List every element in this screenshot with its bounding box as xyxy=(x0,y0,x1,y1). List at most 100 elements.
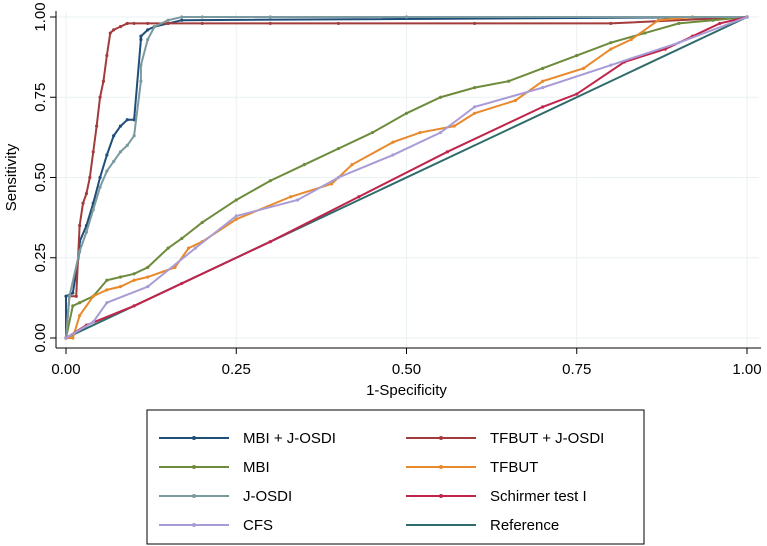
x-tick-label: 0.00 xyxy=(51,361,80,378)
data-point xyxy=(180,18,184,22)
data-point xyxy=(350,163,354,167)
data-point xyxy=(268,240,272,244)
data-point xyxy=(118,124,123,128)
data-point xyxy=(146,265,150,269)
legend-label: CFS xyxy=(243,517,273,534)
data-point xyxy=(541,86,545,90)
legend-item-cfs: CFS xyxy=(159,517,273,534)
data-point xyxy=(268,15,272,19)
data-point xyxy=(541,66,545,70)
legend-item-reference: Reference xyxy=(406,517,559,534)
legend-label: TFBUT xyxy=(490,459,538,476)
data-point xyxy=(186,246,191,250)
data-point xyxy=(200,220,204,225)
data-point xyxy=(118,150,123,154)
data-point xyxy=(78,224,82,228)
data-point xyxy=(98,95,102,99)
data-point xyxy=(78,249,82,253)
data-point xyxy=(98,175,102,180)
data-point xyxy=(575,53,579,58)
data-point xyxy=(329,182,334,186)
x-axis-title: 1-Specificity xyxy=(366,382,447,399)
data-point xyxy=(105,53,109,58)
data-point xyxy=(370,130,375,135)
y-tick-label: 0.00 xyxy=(32,323,49,352)
data-point xyxy=(745,15,749,19)
data-point xyxy=(445,150,449,154)
data-point xyxy=(139,79,143,83)
data-point xyxy=(132,278,136,282)
data-point xyxy=(146,285,150,289)
legend-marker xyxy=(192,436,196,440)
legend-marker xyxy=(192,523,196,527)
data-point xyxy=(438,95,443,99)
data-point xyxy=(581,66,586,70)
legend-item-tfbut-j-osdi: TFBUT + J-OSDI xyxy=(406,430,604,447)
data-point xyxy=(656,18,661,22)
legend-label: MBI + J-OSDI xyxy=(243,430,336,447)
data-point xyxy=(391,140,395,144)
legend-marker xyxy=(439,465,443,469)
data-point xyxy=(112,28,116,32)
data-point xyxy=(302,163,306,167)
legend-label: TFBUT + J-OSDI xyxy=(490,430,604,447)
data-point xyxy=(78,301,82,305)
data-point xyxy=(541,79,545,83)
legend-marker xyxy=(439,494,443,498)
data-point xyxy=(609,21,613,26)
series-layer xyxy=(64,15,749,340)
data-point xyxy=(718,21,722,26)
data-point xyxy=(132,272,136,276)
data-point xyxy=(507,79,511,83)
data-point xyxy=(95,124,99,128)
data-point xyxy=(152,25,157,29)
data-point xyxy=(64,336,68,340)
data-point xyxy=(125,143,129,147)
data-point xyxy=(108,31,112,35)
data-point xyxy=(473,111,477,115)
data-point xyxy=(711,18,715,22)
legend-item-schirmer-test-i: Schirmer test I xyxy=(406,488,587,505)
data-point xyxy=(452,124,456,128)
y-axis-title: Sensitivity xyxy=(3,143,20,211)
data-point xyxy=(609,63,613,67)
data-point xyxy=(84,230,89,234)
x-tick-label: 0.50 xyxy=(392,361,421,378)
data-point xyxy=(125,118,129,122)
data-point xyxy=(438,130,443,135)
data-point xyxy=(98,185,102,189)
data-point xyxy=(118,275,123,279)
legend-marker xyxy=(192,465,196,469)
data-point xyxy=(234,217,238,221)
x-tick-label: 0.25 xyxy=(222,361,251,378)
data-point xyxy=(173,265,177,269)
data-point xyxy=(118,285,123,289)
legend-label: MBI xyxy=(243,459,270,476)
data-point xyxy=(132,21,136,26)
data-point xyxy=(105,301,109,305)
data-point xyxy=(513,98,518,103)
data-point xyxy=(643,31,647,35)
legend-label: Reference xyxy=(490,517,559,534)
series-cfs xyxy=(64,15,749,340)
data-point xyxy=(336,147,340,151)
y-tick-label: 1.00 xyxy=(32,2,49,31)
data-point xyxy=(404,15,409,19)
data-point xyxy=(268,21,272,26)
data-point xyxy=(125,21,129,26)
data-point xyxy=(71,291,75,295)
data-point xyxy=(473,86,477,90)
x-tick-label: 1.00 xyxy=(732,361,761,378)
data-point xyxy=(132,118,136,122)
data-point xyxy=(200,21,204,26)
legend-label: Schirmer test I xyxy=(490,488,587,505)
data-point xyxy=(88,175,92,180)
legend-item-j-osdi: J-OSDI xyxy=(159,488,292,505)
data-point xyxy=(166,18,170,22)
data-point xyxy=(101,79,106,83)
data-point xyxy=(336,175,340,180)
data-point xyxy=(146,21,150,26)
legend-box xyxy=(146,409,645,545)
y-tick-label: 0.50 xyxy=(32,163,49,192)
